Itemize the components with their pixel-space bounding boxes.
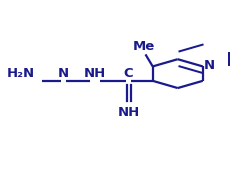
Text: H₂N: H₂N	[7, 67, 35, 80]
Text: N: N	[204, 59, 215, 72]
Text: NH: NH	[118, 106, 140, 119]
Text: Me: Me	[133, 40, 155, 53]
Text: NH: NH	[84, 67, 106, 80]
Text: N: N	[58, 67, 69, 80]
Text: C: C	[124, 67, 133, 80]
